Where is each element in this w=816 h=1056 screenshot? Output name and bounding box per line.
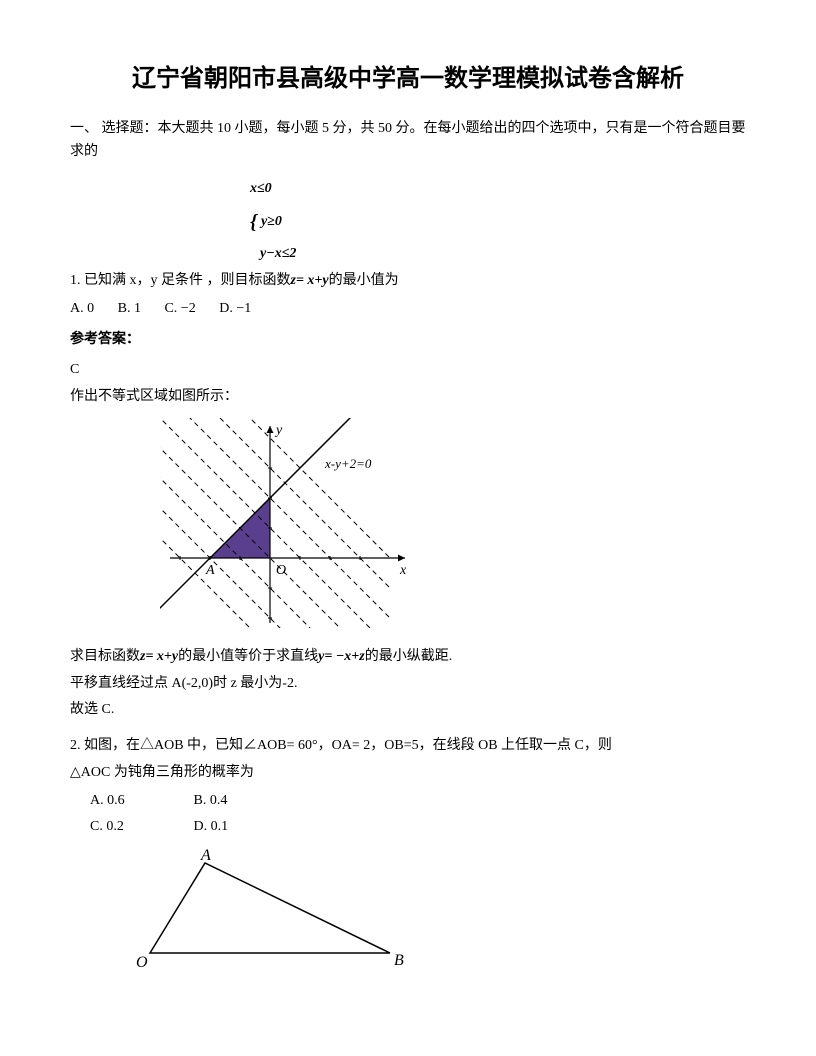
q1-explain1: 作出不等式区域如图所示：	[70, 386, 746, 408]
q2-option-d: D. 0.1	[194, 816, 294, 838]
q1-options: A. 0 B. 1 C. −2 D. −1	[70, 298, 746, 320]
q1-stem-mid: ，则目标函数	[207, 273, 291, 288]
q1-answer-label: 参考答案：	[70, 329, 746, 351]
q1-constraint-2: { y≥0	[250, 206, 746, 238]
svg-text:B: B	[394, 952, 404, 968]
svg-text:x: x	[399, 563, 407, 578]
q2-stem-p3: ，OB=5，在线段 OB 上任取一点 C，则	[370, 738, 612, 753]
svg-text:O: O	[276, 563, 286, 578]
q1-formula-z2: z= x+y	[140, 649, 178, 664]
q1-formula-line: y= −x+z	[318, 649, 365, 664]
q1-explain4: 故选 C.	[70, 699, 746, 721]
q2-option-a: A. 0.6	[90, 790, 190, 812]
q1-explain2: 求目标函数z= x+y的最小值等价于求直线y= −x+z的最小纵截距.	[70, 646, 746, 668]
q1-option-b: B. 1	[118, 301, 141, 316]
q1-option-a: A. 0	[70, 301, 94, 316]
svg-text:y: y	[274, 423, 283, 438]
q1-constraint-3: y−x≤2	[260, 243, 746, 265]
q1-graph: y x O Ax-y+2=0	[160, 418, 746, 636]
q2-oa: = 2	[352, 738, 370, 753]
q2-option-b: B. 0.4	[194, 790, 294, 812]
svg-text:A: A	[205, 563, 215, 578]
q2-options: A. 0.6 B. 0.4 C. 0.2 D. 0.1	[90, 790, 746, 838]
svg-text:O: O	[136, 954, 148, 968]
q2-stem-line2: △AOC 为钝角三角形的概率为	[70, 762, 746, 784]
section-header: 一、 选择题：本大题共 10 小题，每小题 5 分，共 50 分。在每小题给出的…	[70, 118, 746, 163]
q1-option-c: C. −2	[164, 301, 195, 316]
q2-stem-p1: 2. 如图，在△AOB 中，已知∠AOB	[70, 738, 287, 753]
q2-stem-p2: ，OA	[318, 738, 352, 753]
q1-stem-prefix: 1. 已知满 x，y 足条件	[70, 273, 203, 288]
q1-constraint-2-text: y≥0	[261, 214, 282, 229]
q1-explain2-mid: 的最小值等价于求直线	[178, 649, 318, 664]
q2-option-c: C. 0.2	[90, 816, 190, 838]
q1-stem: 1. 已知满 x，y 足条件 ，则目标函数z= x+y的最小值为	[70, 270, 746, 292]
q2-angle: = 60°	[287, 738, 318, 753]
q1-explain3: 平移直线经过点 A(-2,0)时 z 最小为-2.	[70, 673, 746, 695]
q1-explain2-suffix: 的最小纵截距.	[365, 649, 453, 664]
svg-text:A: A	[200, 848, 211, 864]
q1-explain2-prefix: 求目标函数	[70, 649, 140, 664]
svg-text:x-y+2=0: x-y+2=0	[324, 456, 372, 471]
q1-answer: C	[70, 359, 746, 381]
page-title: 辽宁省朝阳市县高级中学高一数学理模拟试卷含解析	[70, 60, 746, 98]
q2-stem-line1: 2. 如图，在△AOB 中，已知∠AOB= 60°，OA= 2，OB=5，在线段…	[70, 735, 746, 757]
q1-constraint-1: x≤0	[250, 178, 746, 200]
q1-stem-suffix: 的最小值为	[329, 273, 399, 288]
q1-option-d: D. −1	[219, 301, 251, 316]
q2-triangle: A O B	[130, 848, 746, 976]
brace-icon: {	[250, 206, 257, 238]
q1-formula-z: z= x+y	[291, 273, 329, 288]
